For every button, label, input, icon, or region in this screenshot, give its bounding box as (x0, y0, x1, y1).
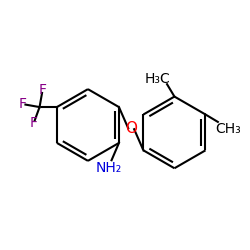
Text: F: F (30, 116, 38, 130)
Text: F: F (38, 83, 46, 97)
Text: F: F (18, 97, 26, 111)
Text: NH₂: NH₂ (96, 161, 122, 175)
Text: O: O (125, 121, 137, 136)
Text: H₃C: H₃C (144, 72, 170, 86)
Text: CH₃: CH₃ (215, 122, 240, 136)
